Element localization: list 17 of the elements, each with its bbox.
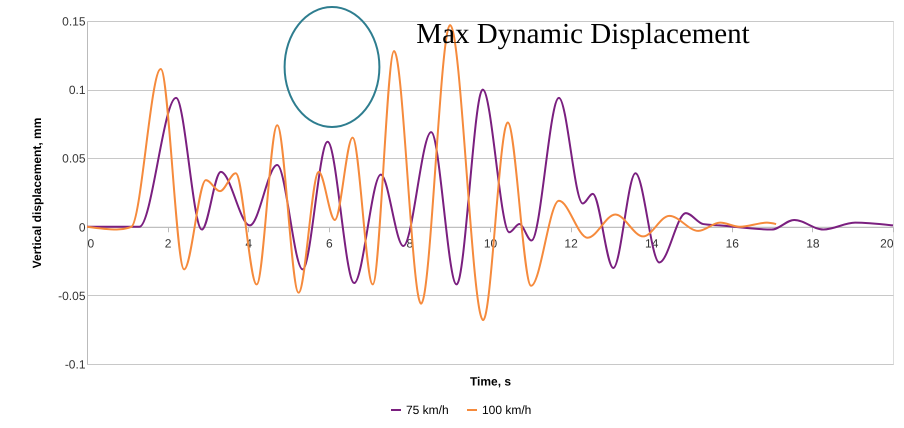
legend-label: 75 km/h <box>406 403 449 417</box>
line-series <box>86 24 778 322</box>
y-tick-label: 0.05 <box>62 152 86 166</box>
y-axis-title: Vertical displacement, mm <box>30 118 44 268</box>
y-tick-label: 0 <box>78 220 86 234</box>
x-tick-label: 18 <box>806 236 820 250</box>
y-tick-label: 0.1 <box>68 83 86 98</box>
y-tick-label: 0.15 <box>62 14 86 28</box>
legend-label: 100 km/h <box>482 403 532 417</box>
x-tick-label: 2 <box>164 236 172 250</box>
x-tick-label: 6 <box>326 236 333 250</box>
y-tick-label: -0.1 <box>64 358 86 372</box>
x-tick-label: 16 <box>726 236 740 250</box>
x-axis-title: Time, s <box>470 374 512 388</box>
y-tick-label: -0.05 <box>58 288 86 303</box>
x-tick-label: 20 <box>880 236 894 250</box>
x-tick-label: 12 <box>564 236 578 250</box>
